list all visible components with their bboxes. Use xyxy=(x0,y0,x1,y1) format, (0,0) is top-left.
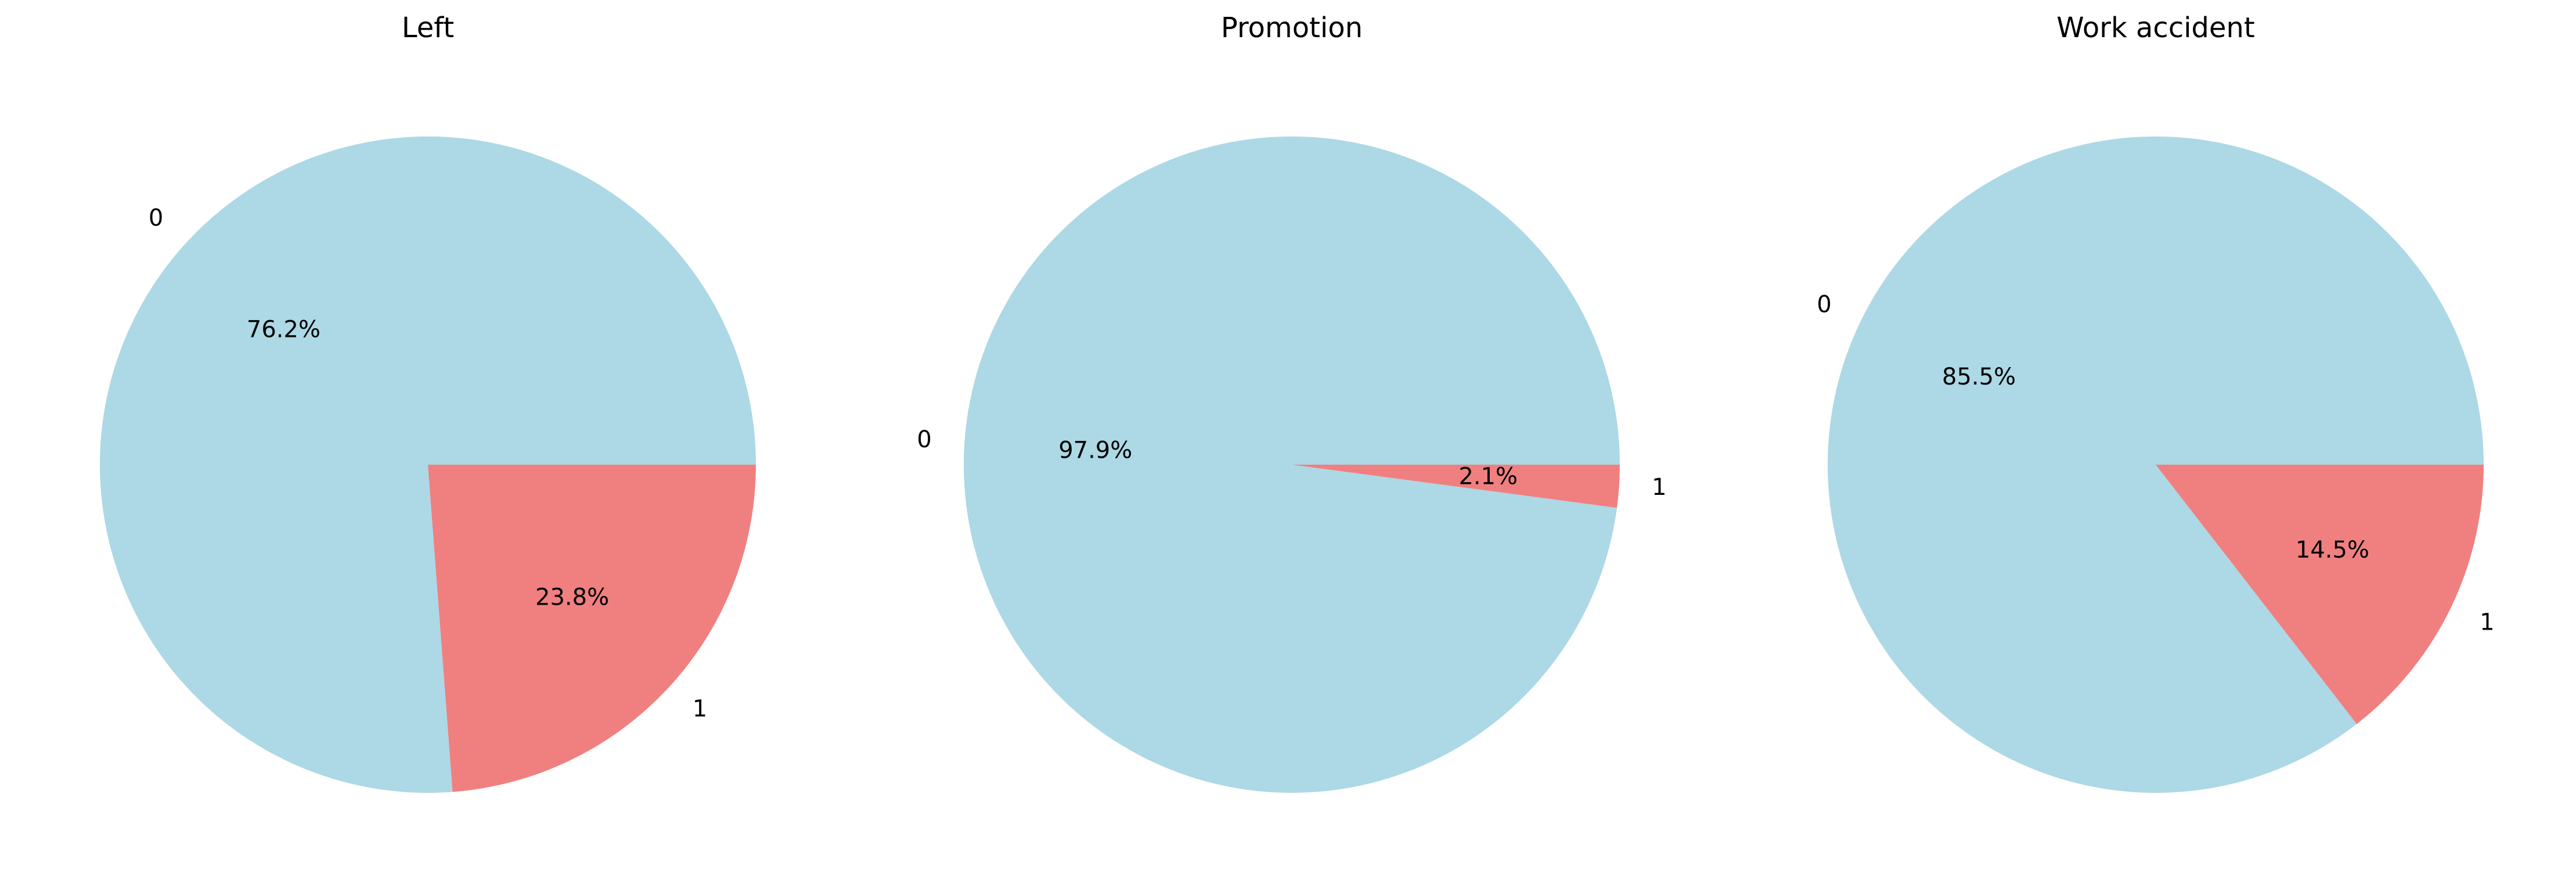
pie-slice-1 xyxy=(2156,465,2484,724)
chart-title: Promotion xyxy=(1221,12,1363,44)
pie-slice-1 xyxy=(1292,465,1620,508)
chart-title: Work accident xyxy=(2056,12,2255,44)
pie-slice-0 xyxy=(1827,136,2484,793)
slice-percent-label: 23.8% xyxy=(535,584,609,611)
pie-chart-work-accident: Work accident 0 85.5% 1 14.5% xyxy=(1817,12,2495,793)
slice-category-label: 1 xyxy=(1652,474,1666,501)
slice-percent-label: 97.9% xyxy=(1058,437,1132,464)
slice-percent-label: 85.5% xyxy=(1942,364,2016,390)
pie-chart-left: Left 0 76.2% 1 23.8% xyxy=(99,12,756,793)
pie-slice-1 xyxy=(428,465,756,792)
slice-category-label: 0 xyxy=(917,426,931,453)
slice-percent-label: 2.1% xyxy=(1458,463,1518,490)
slice-category-label: 0 xyxy=(1817,292,1831,318)
slice-percent-label: 14.5% xyxy=(2296,537,2369,563)
pie-slice-0 xyxy=(964,136,1620,793)
slice-category-label: 1 xyxy=(693,696,707,723)
slice-category-label: 0 xyxy=(149,204,163,231)
slice-category-label: 1 xyxy=(2480,609,2494,635)
slice-percent-label: 76.2% xyxy=(247,316,320,343)
pie-chart-promotion: Promotion 0 97.9% 1 2.1% xyxy=(917,12,1667,793)
chart-title: Left xyxy=(402,12,454,44)
pie-slice-0 xyxy=(99,136,756,793)
